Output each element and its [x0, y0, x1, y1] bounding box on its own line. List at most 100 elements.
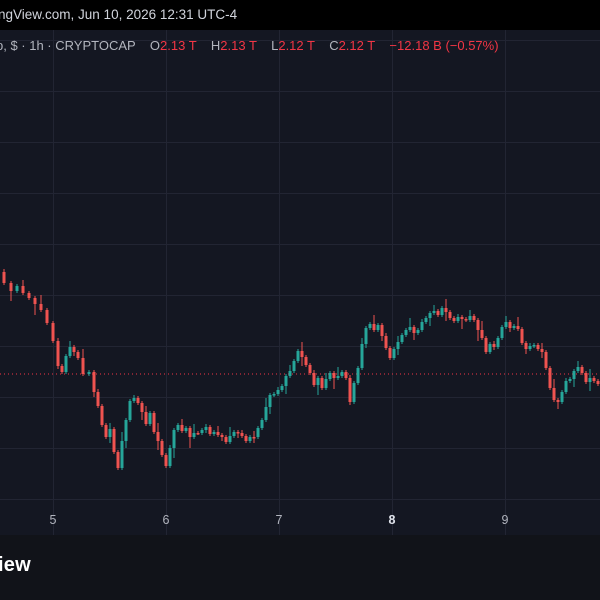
candle-up: [468, 316, 472, 320]
candlestick-chart[interactable]: [0, 30, 600, 535]
candle-up: [440, 308, 444, 315]
candle-up: [376, 325, 380, 330]
candle-down: [224, 437, 228, 442]
candle-up: [528, 346, 532, 349]
candle-up: [356, 368, 360, 383]
candle-up: [168, 448, 172, 466]
time-axis[interactable]: 5 6 7 8 9: [0, 505, 600, 535]
candle-up: [500, 327, 504, 338]
candle-down: [524, 343, 528, 349]
candle-down: [9, 283, 13, 291]
open-value: 2.13 T: [160, 38, 197, 53]
candle-up: [276, 390, 280, 394]
candle-down: [21, 286, 25, 293]
candles-group: [2, 269, 600, 470]
candle-down: [312, 373, 316, 385]
candle-up: [424, 318, 428, 322]
candle-down: [412, 327, 416, 333]
candle-up: [264, 407, 268, 420]
candle-down: [372, 324, 376, 330]
candle-up: [192, 433, 196, 437]
candle-up: [572, 371, 576, 379]
candle-up: [432, 311, 436, 313]
candle-up: [400, 335, 404, 342]
candle-down: [152, 413, 156, 432]
candle-down: [160, 441, 164, 455]
candle-up: [132, 398, 136, 401]
candle-down: [240, 433, 244, 436]
candle-up: [352, 383, 356, 402]
candle-up: [364, 328, 368, 344]
candle-down: [188, 428, 192, 437]
candle-down: [472, 316, 476, 320]
low-label: L: [271, 38, 279, 53]
candle-down: [380, 325, 384, 336]
change-value: −12.18 B (−0.57%): [389, 38, 499, 53]
candle-down: [144, 412, 148, 424]
symbol-info: p, $ · 1h · CRYPTOCAP: [0, 38, 136, 53]
candle-up: [288, 371, 292, 376]
candle-down: [2, 272, 6, 283]
candle-up: [284, 376, 288, 386]
candle-down: [76, 352, 80, 358]
candle-down: [344, 372, 348, 378]
candle-up: [328, 373, 332, 379]
high-value: 2.13 T: [220, 38, 257, 53]
candle-up: [120, 441, 124, 468]
candle-down: [544, 352, 548, 368]
candle-down: [56, 341, 60, 366]
candle-down: [96, 392, 100, 406]
candle-down: [27, 293, 31, 298]
candle-up: [456, 317, 460, 321]
candle-down: [556, 400, 560, 402]
candle-down: [452, 318, 456, 321]
candle-up: [360, 344, 364, 368]
close-value: 2.12 T: [338, 38, 375, 53]
source-text: ngView.com, Jun 10, 2026 12:31 UTC-4: [0, 7, 238, 22]
candle-up: [564, 381, 568, 392]
candle-up: [200, 430, 204, 433]
candle-down: [520, 329, 524, 343]
candle-up: [404, 330, 408, 335]
candle-down: [508, 322, 512, 328]
candle-down: [208, 427, 212, 434]
candle-up: [184, 428, 188, 431]
candle-up: [68, 347, 72, 356]
candle-down: [348, 378, 352, 402]
candle-down: [196, 433, 200, 435]
candle-up: [324, 379, 328, 388]
candle-up: [532, 345, 536, 347]
candle-up: [512, 326, 516, 328]
candle-down: [216, 432, 220, 435]
candle-down: [332, 373, 336, 378]
candle-down: [476, 320, 480, 330]
brand-logo-text[interactable]: iew: [0, 554, 31, 576]
candle-down: [444, 308, 448, 312]
chart-panel[interactable]: p, $ · 1h · CRYPTOCAP O2.13 T H2.13 T L2…: [0, 30, 600, 535]
candle-down: [60, 366, 64, 372]
candle-down: [540, 349, 544, 352]
candle-up: [416, 330, 420, 333]
candle-up: [340, 372, 344, 376]
candle-down: [480, 330, 484, 338]
candle-down: [180, 425, 184, 431]
candle-up: [204, 427, 208, 430]
candle-down: [516, 326, 520, 329]
footer-bar: iew: [0, 535, 600, 600]
candle-down: [548, 368, 552, 388]
candle-up: [408, 327, 412, 330]
candle-down: [388, 348, 392, 358]
candle-up: [176, 425, 180, 430]
candle-down: [484, 338, 488, 352]
candle-down: [552, 388, 556, 400]
candle-up: [428, 313, 432, 318]
candle-up: [232, 432, 236, 436]
candle-down: [164, 455, 168, 466]
candle-up: [488, 344, 492, 352]
candle-down: [308, 365, 312, 373]
candle-up: [392, 349, 396, 358]
candle-down: [592, 378, 596, 381]
candle-down: [140, 403, 144, 412]
candle-down: [580, 367, 584, 373]
candle-down: [596, 381, 600, 384]
